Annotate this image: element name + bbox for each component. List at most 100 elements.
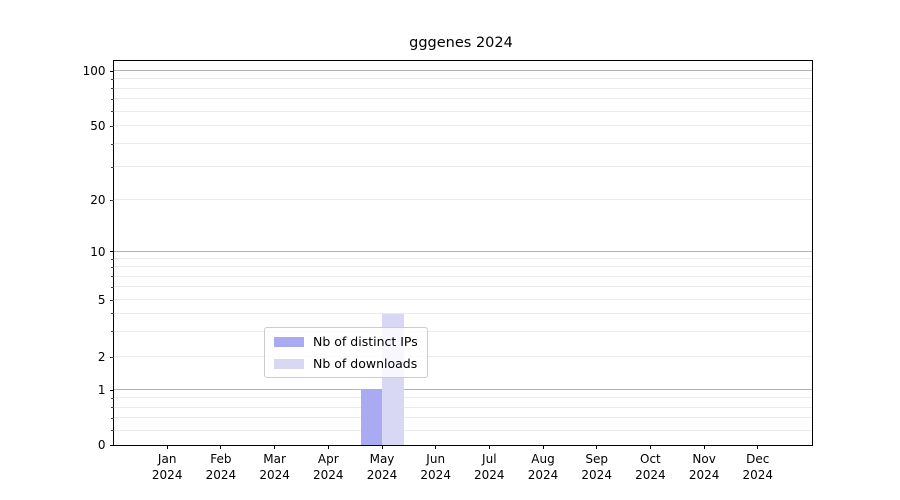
x-axis-tick-label: Apr 2024 bbox=[313, 452, 344, 483]
x-label-year: 2024 bbox=[581, 467, 612, 482]
legend-label-distinct-ips: Nb of distinct IPs bbox=[313, 334, 418, 349]
plot-area: 0 1 2 5 10 20 50 100 Jan 2024 Feb 2024 Mar 2024 Apr 202… bbox=[83, 60, 813, 482]
y-gridline-minor bbox=[113, 397, 812, 399]
x-axis-tick bbox=[757, 445, 759, 449]
y-axis-minor-tick bbox=[111, 78, 114, 80]
legend-swatch-downloads-icon bbox=[274, 358, 304, 369]
y-gridline-minor bbox=[113, 87, 812, 89]
y-axis-minor-tick bbox=[111, 266, 114, 268]
y-axis-minor-tick bbox=[111, 430, 114, 431]
x-axis-tick bbox=[435, 445, 437, 449]
x-label-year: 2024 bbox=[420, 467, 451, 482]
y-axis-minor-tick bbox=[111, 299, 114, 301]
x-axis-tick-label: Jul 2024 bbox=[474, 452, 505, 483]
y-gridline-major bbox=[113, 389, 812, 390]
legend-swatch-distinct-ips-icon bbox=[274, 336, 304, 347]
y-gridline-minor bbox=[113, 356, 812, 357]
y-axis-tick bbox=[109, 70, 114, 72]
chart-title: gggenes 2024 bbox=[409, 35, 513, 51]
y-gridline-minor bbox=[113, 275, 812, 277]
y-gridline-minor bbox=[113, 312, 812, 314]
x-axis-tick-label: Jan 2024 bbox=[152, 452, 183, 483]
y-gridline-minor bbox=[113, 429, 812, 431]
y-axis-tick bbox=[109, 444, 114, 446]
y-axis-minor-tick bbox=[111, 98, 114, 100]
x-label-year: 2024 bbox=[313, 467, 344, 482]
y-axis-minor-tick bbox=[111, 356, 114, 358]
x-axis-tick bbox=[649, 445, 651, 449]
x-label-month: Feb bbox=[210, 452, 232, 466]
y-axis-minor-tick bbox=[111, 143, 114, 145]
x-label-month: May bbox=[369, 452, 395, 466]
x-axis-tick-label: Oct 2024 bbox=[635, 452, 666, 483]
x-label-month: Mar bbox=[263, 452, 286, 466]
y-gridline-minor bbox=[113, 110, 812, 112]
y-axis-minor-tick bbox=[111, 331, 114, 333]
x-axis-tick bbox=[274, 445, 276, 449]
y-gridline-minor bbox=[113, 286, 812, 288]
x-label-month: Oct bbox=[640, 452, 661, 466]
y-gridline-minor bbox=[113, 143, 812, 144]
x-label-month: Aug bbox=[531, 452, 555, 466]
x-label-month: Apr bbox=[317, 452, 339, 466]
x-axis-tick bbox=[166, 445, 168, 449]
y-axis-minor-tick bbox=[111, 111, 114, 112]
x-label-year: 2024 bbox=[688, 467, 720, 482]
y-gridline-major bbox=[113, 70, 812, 71]
y-axis-minor-tick bbox=[111, 88, 114, 90]
y-axis-minor-tick bbox=[111, 276, 114, 278]
x-axis-tick-label: Nov 2024 bbox=[689, 452, 720, 483]
x-axis-tick-label: Jun 2024 bbox=[420, 452, 451, 483]
x-axis-tick bbox=[488, 445, 490, 449]
x-label-month: Jun bbox=[426, 452, 446, 466]
x-label-month: Jan bbox=[157, 452, 177, 466]
y-axis-tick-label: 1 bbox=[97, 383, 106, 397]
x-label-year: 2024 bbox=[474, 467, 505, 482]
y-axis-tick-label: 100 bbox=[82, 64, 106, 78]
y-gridline-minor bbox=[113, 98, 812, 100]
x-axis-tick-label: Sep 2024 bbox=[581, 452, 612, 483]
y-axis-tick-label: 20 bbox=[90, 193, 106, 207]
y-gridline-minor bbox=[113, 299, 812, 300]
y-axis-minor-tick bbox=[111, 407, 114, 409]
x-axis-tick-label: May 2024 bbox=[367, 452, 398, 483]
x-label-month: Dec bbox=[746, 452, 770, 466]
x-axis-tick bbox=[381, 445, 383, 449]
x-label-month: Nov bbox=[692, 452, 716, 466]
x-axis-tick bbox=[542, 445, 544, 449]
x-label-year: 2024 bbox=[742, 467, 774, 482]
legend-item-downloads: Nb of downloads bbox=[274, 356, 418, 371]
legend-label-downloads: Nb of downloads bbox=[313, 356, 418, 371]
y-axis-minor-tick bbox=[111, 417, 114, 419]
y-gridline-minor bbox=[113, 125, 812, 126]
x-label-month: Jul bbox=[482, 452, 497, 466]
y-gridline-minor bbox=[113, 166, 812, 168]
y-axis-tick-label: 0 bbox=[97, 438, 106, 452]
x-axis-tick-label: Aug 2024 bbox=[528, 452, 559, 483]
y-axis-minor-tick bbox=[111, 313, 114, 315]
y-axis-minor-tick bbox=[111, 286, 114, 288]
y-axis-tick-label: 50 bbox=[90, 119, 106, 133]
x-axis-tick bbox=[703, 445, 705, 449]
y-gridline-minor bbox=[113, 78, 812, 80]
y-gridline-minor bbox=[113, 199, 812, 200]
y-axis-tick-label: 10 bbox=[90, 244, 106, 259]
x-axis-tick-label: Dec 2024 bbox=[743, 452, 774, 483]
x-axis-tick bbox=[220, 445, 222, 449]
y-gridline-minor bbox=[113, 266, 812, 268]
x-axis-tick-label: Mar 2024 bbox=[259, 452, 290, 483]
y-axis-minor-tick bbox=[111, 258, 114, 260]
x-axis-tick bbox=[327, 445, 329, 449]
x-axis-tick bbox=[596, 445, 598, 449]
x-axis-tick-label: Feb 2024 bbox=[206, 452, 237, 483]
x-label-year: 2024 bbox=[151, 467, 183, 482]
x-label-month: Sep bbox=[585, 452, 608, 466]
legend-item-distinct-ips: Nb of distinct IPs bbox=[274, 334, 418, 349]
y-gridline-minor bbox=[113, 330, 812, 332]
y-axis-tick bbox=[109, 251, 114, 253]
y-axis-tick-label: 5 bbox=[97, 293, 106, 307]
y-axis-minor-tick bbox=[111, 397, 114, 399]
y-axis-minor-tick bbox=[111, 199, 114, 201]
x-label-year: 2024 bbox=[635, 467, 666, 482]
